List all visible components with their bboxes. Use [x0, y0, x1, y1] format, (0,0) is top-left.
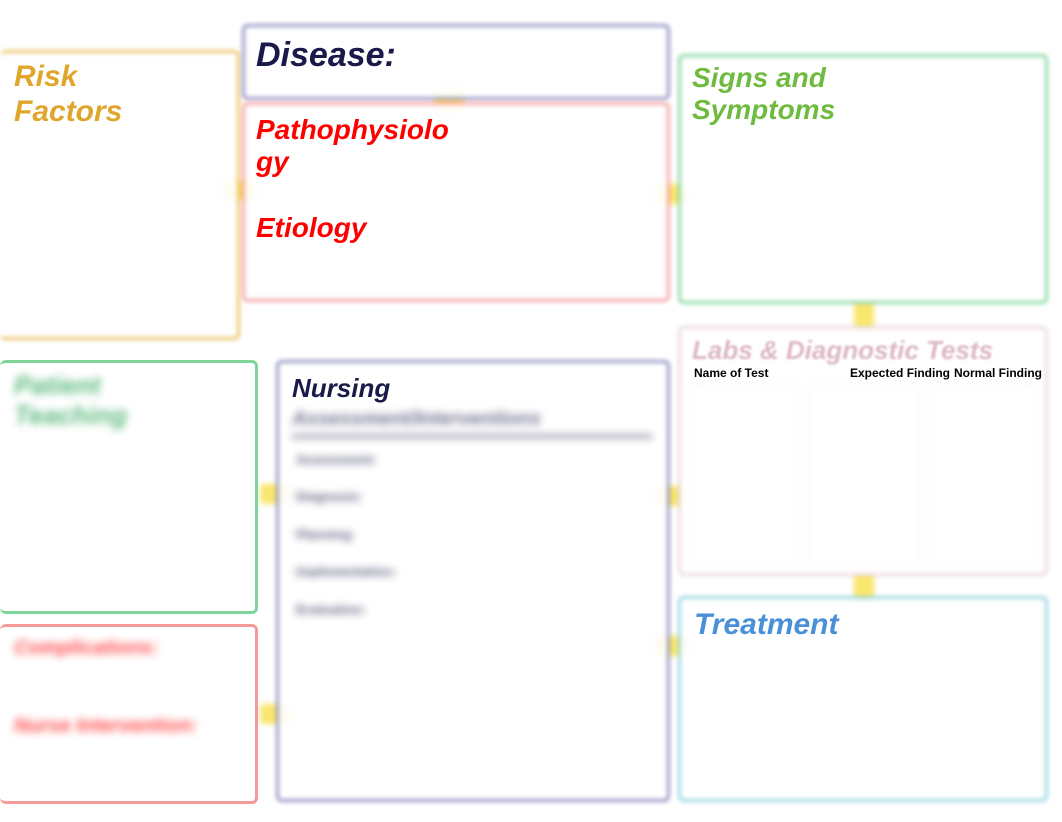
- labs-col-1-header: Name of Test: [694, 366, 768, 380]
- labs-columns: [690, 384, 1038, 564]
- signs-heading: Signs and Symptoms: [692, 62, 892, 126]
- labs-col: [690, 384, 802, 564]
- nursing-item: Evaluation:: [296, 598, 496, 621]
- nursing-item: Assessment:: [296, 448, 496, 471]
- complications-heading-2: Nurse Intervention:: [14, 715, 214, 738]
- nursing-item: Planning:: [296, 523, 496, 546]
- complications-heading-1: Complications:: [14, 637, 214, 660]
- disease-heading: Disease:: [256, 36, 416, 75]
- labs-col: [808, 384, 920, 564]
- patho-heading-2: Etiology: [256, 212, 376, 244]
- nursing-item: Diagnosis:: [296, 485, 496, 508]
- nursing-heading: Nursing: [292, 374, 432, 404]
- complications-box: Complications: Nurse Intervention:: [0, 624, 258, 804]
- labs-heading: Labs & Diagnostic Tests: [692, 336, 1012, 366]
- labs-col-3-header: Normal Finding: [954, 366, 1042, 380]
- labs-col-2-header: Expected Finding: [850, 366, 950, 380]
- risk-factors-heading: Risk Factors: [14, 60, 194, 129]
- patho-heading-1: Pathophysiology: [256, 114, 456, 178]
- labs-col: [926, 384, 1038, 564]
- patient-teaching-heading: Patient Teaching: [14, 371, 184, 431]
- nursing-sub: Assessment/Interventions: [292, 408, 652, 438]
- nursing-item: Implementation:: [296, 560, 496, 583]
- treatment-heading: Treatment: [694, 608, 854, 643]
- nursing-list: Assessment: Diagnosis: Planning: Impleme…: [296, 448, 496, 635]
- patient-teaching-box: Patient Teaching: [0, 360, 258, 614]
